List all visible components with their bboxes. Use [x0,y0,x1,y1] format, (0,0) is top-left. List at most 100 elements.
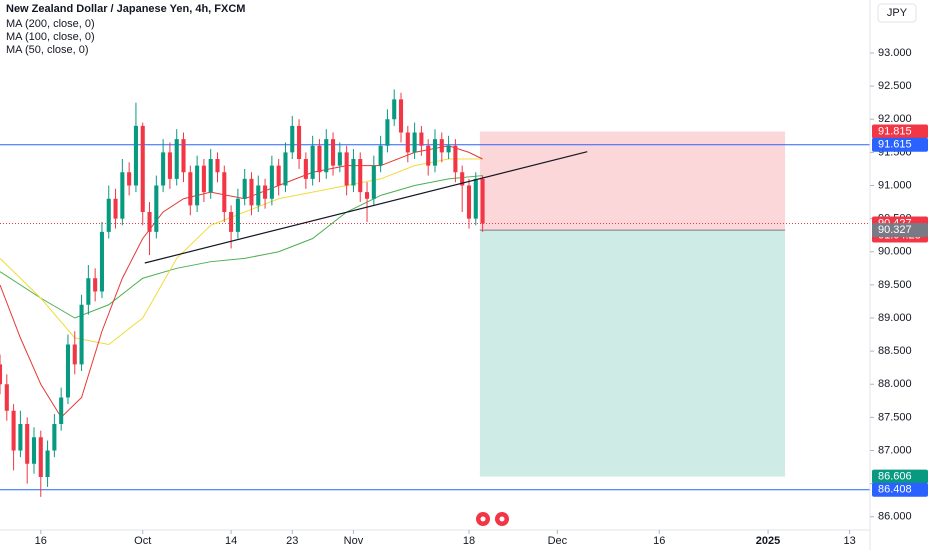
x-tick-label: 16 [35,535,47,547]
candle-body [195,165,200,206]
candle-body [25,424,30,464]
candle-body [269,165,274,199]
candle-body [371,165,376,199]
candle-body [147,212,152,232]
candle-body [174,139,179,179]
candle-body [412,132,417,153]
x-tick-label: 13 [843,535,855,547]
x-tick-label: Dec [548,535,568,547]
moving-average [0,175,483,319]
candle-body [79,304,84,365]
y-tick-label: 92.000 [878,113,912,125]
x-tick-label: 23 [286,535,298,547]
candle-body [127,172,132,186]
candle-body [297,125,302,159]
indicator-label: MA (100, close, 0) [6,31,95,43]
candle-body [405,132,410,153]
trendline [144,151,588,264]
candle-body [466,185,472,219]
candle-body [18,424,23,451]
price-badge [872,137,928,152]
candle-body [0,364,3,385]
currency[interactable]: JPY [887,7,908,19]
price-badge-label: 86.606 [878,471,912,483]
candle-body [385,119,390,146]
candle-body [392,99,397,120]
candle-body [310,145,315,179]
candle-body [473,178,478,219]
y-tick-label: 89.500 [878,279,912,291]
x-tick-label: 18 [463,535,475,547]
candle-body [154,185,159,232]
y-tick-label: 87.500 [878,411,912,423]
candle-body [59,397,64,424]
y-tick-label: 88.500 [878,345,912,357]
price-badge-label: 86.408 [878,484,912,496]
candle-body [256,185,261,206]
candle-body [249,178,254,206]
price-badge-label: 90.327 [878,224,912,236]
y-tick-label: 91.000 [878,179,912,191]
y-tick-label: 88.000 [878,378,912,390]
candle-body [11,410,16,451]
x-tick-label: 16 [653,535,665,547]
y-tick-label: 90.000 [878,246,912,258]
candle-body [222,172,227,212]
candle-body [235,198,240,232]
event-icon-dot [499,516,505,522]
candle-body [106,198,111,232]
candle-body [4,384,9,411]
price-badge-label: 91.615 [878,139,912,151]
candle-body [460,172,465,186]
candle-body [331,139,336,166]
candle-body [446,145,451,153]
price-badge [872,482,928,497]
event-icon-dot [480,516,486,522]
candle-body [378,145,383,166]
candle-body [276,165,281,186]
x-tick-label: Nov [344,535,364,547]
x-tick-label: Oct [134,535,151,547]
candle-body [208,159,213,193]
y-tick-label: 92.500 [878,80,912,92]
candle-body [439,139,444,153]
y-tick-label: 87.000 [878,444,912,456]
currency-box[interactable] [877,3,917,23]
candle-body [86,278,91,305]
candle-body [167,152,172,179]
candle-body [453,145,458,173]
candle-body [229,212,234,232]
candle-body [188,172,193,206]
candle-body [344,152,349,186]
candle-body [351,159,356,186]
candle-body [317,145,322,173]
plot-area [0,89,870,497]
candle-body [140,125,145,212]
candle-body [398,99,404,133]
y-tick-label: 89.000 [878,312,912,324]
candle-body [65,344,71,398]
candle-body [72,344,77,365]
candle-body [303,159,308,179]
candle-body [38,437,43,477]
candle-body [290,125,295,153]
candle-body [283,152,288,186]
candle-body [324,139,329,173]
candle-body [113,198,118,219]
price-badge [872,124,928,139]
y-tick-label: 86.000 [878,511,912,523]
target-zone [479,230,786,477]
candle-body [364,192,370,199]
stop-zone [479,131,786,231]
candle-body [215,159,220,173]
indicator-label: MA (200, close, 0) [6,18,95,30]
moving-average [0,158,483,346]
candle-body [181,139,186,173]
x-tick-label: 14 [225,535,237,547]
price-badge [872,469,928,484]
candle-body [93,278,98,292]
candle-body [31,437,37,464]
candle-body [161,152,166,186]
